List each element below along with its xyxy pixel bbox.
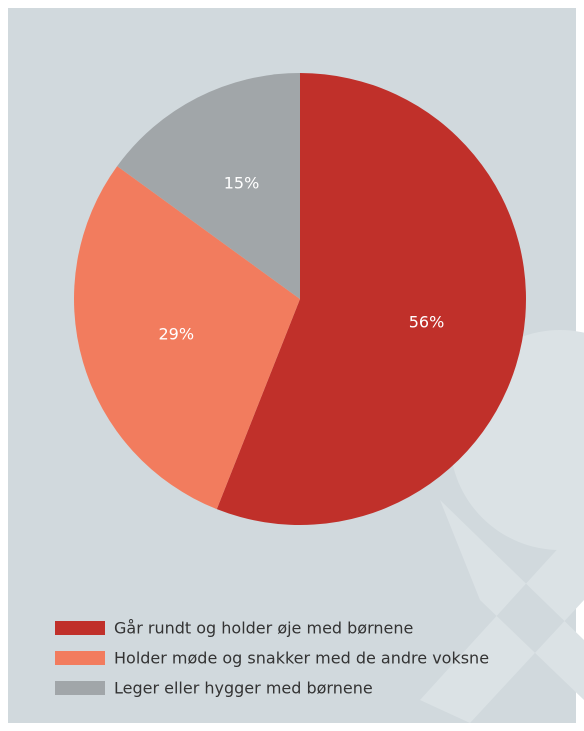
value-label: 56% — [409, 313, 445, 332]
legend-swatch — [55, 621, 105, 635]
legend-swatch — [55, 681, 105, 695]
legend-label: Holder møde og snakker med de andre voks… — [114, 649, 489, 668]
legend-label: Leger eller hygger med børnene — [114, 679, 373, 698]
pie-slice — [117, 73, 300, 299]
value-label: 29% — [159, 324, 195, 343]
legend-label: Går rundt og holder øje med børnene — [114, 619, 413, 638]
legend-swatch — [55, 651, 105, 665]
value-label: 15% — [224, 174, 260, 193]
pie-slice — [73, 166, 300, 510]
pie-slice — [216, 73, 526, 525]
